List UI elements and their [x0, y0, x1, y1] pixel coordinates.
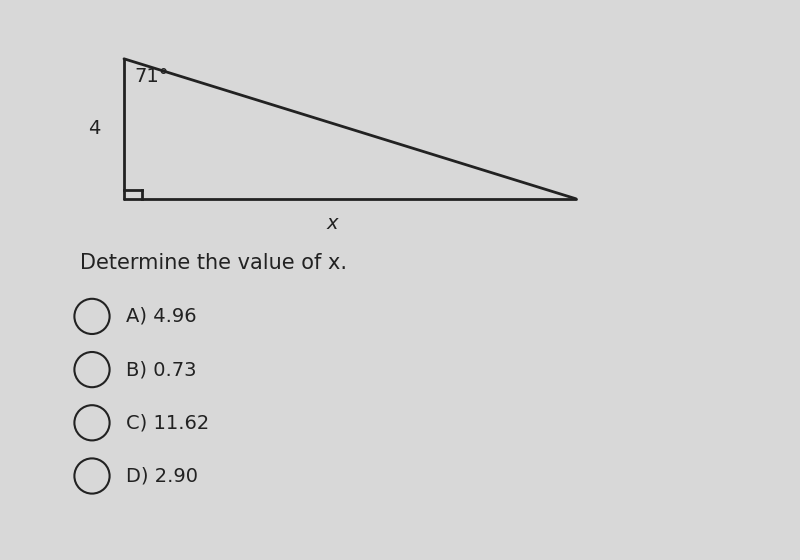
Text: B) 0.73: B) 0.73	[126, 360, 196, 379]
Text: 4: 4	[88, 119, 101, 138]
Text: 71°: 71°	[134, 67, 169, 86]
Text: x: x	[326, 214, 338, 233]
Text: Determine the value of x.: Determine the value of x.	[80, 253, 347, 273]
Text: C) 11.62: C) 11.62	[126, 413, 209, 432]
Text: A) 4.96: A) 4.96	[126, 307, 196, 326]
Text: D) 2.90: D) 2.90	[126, 466, 198, 486]
